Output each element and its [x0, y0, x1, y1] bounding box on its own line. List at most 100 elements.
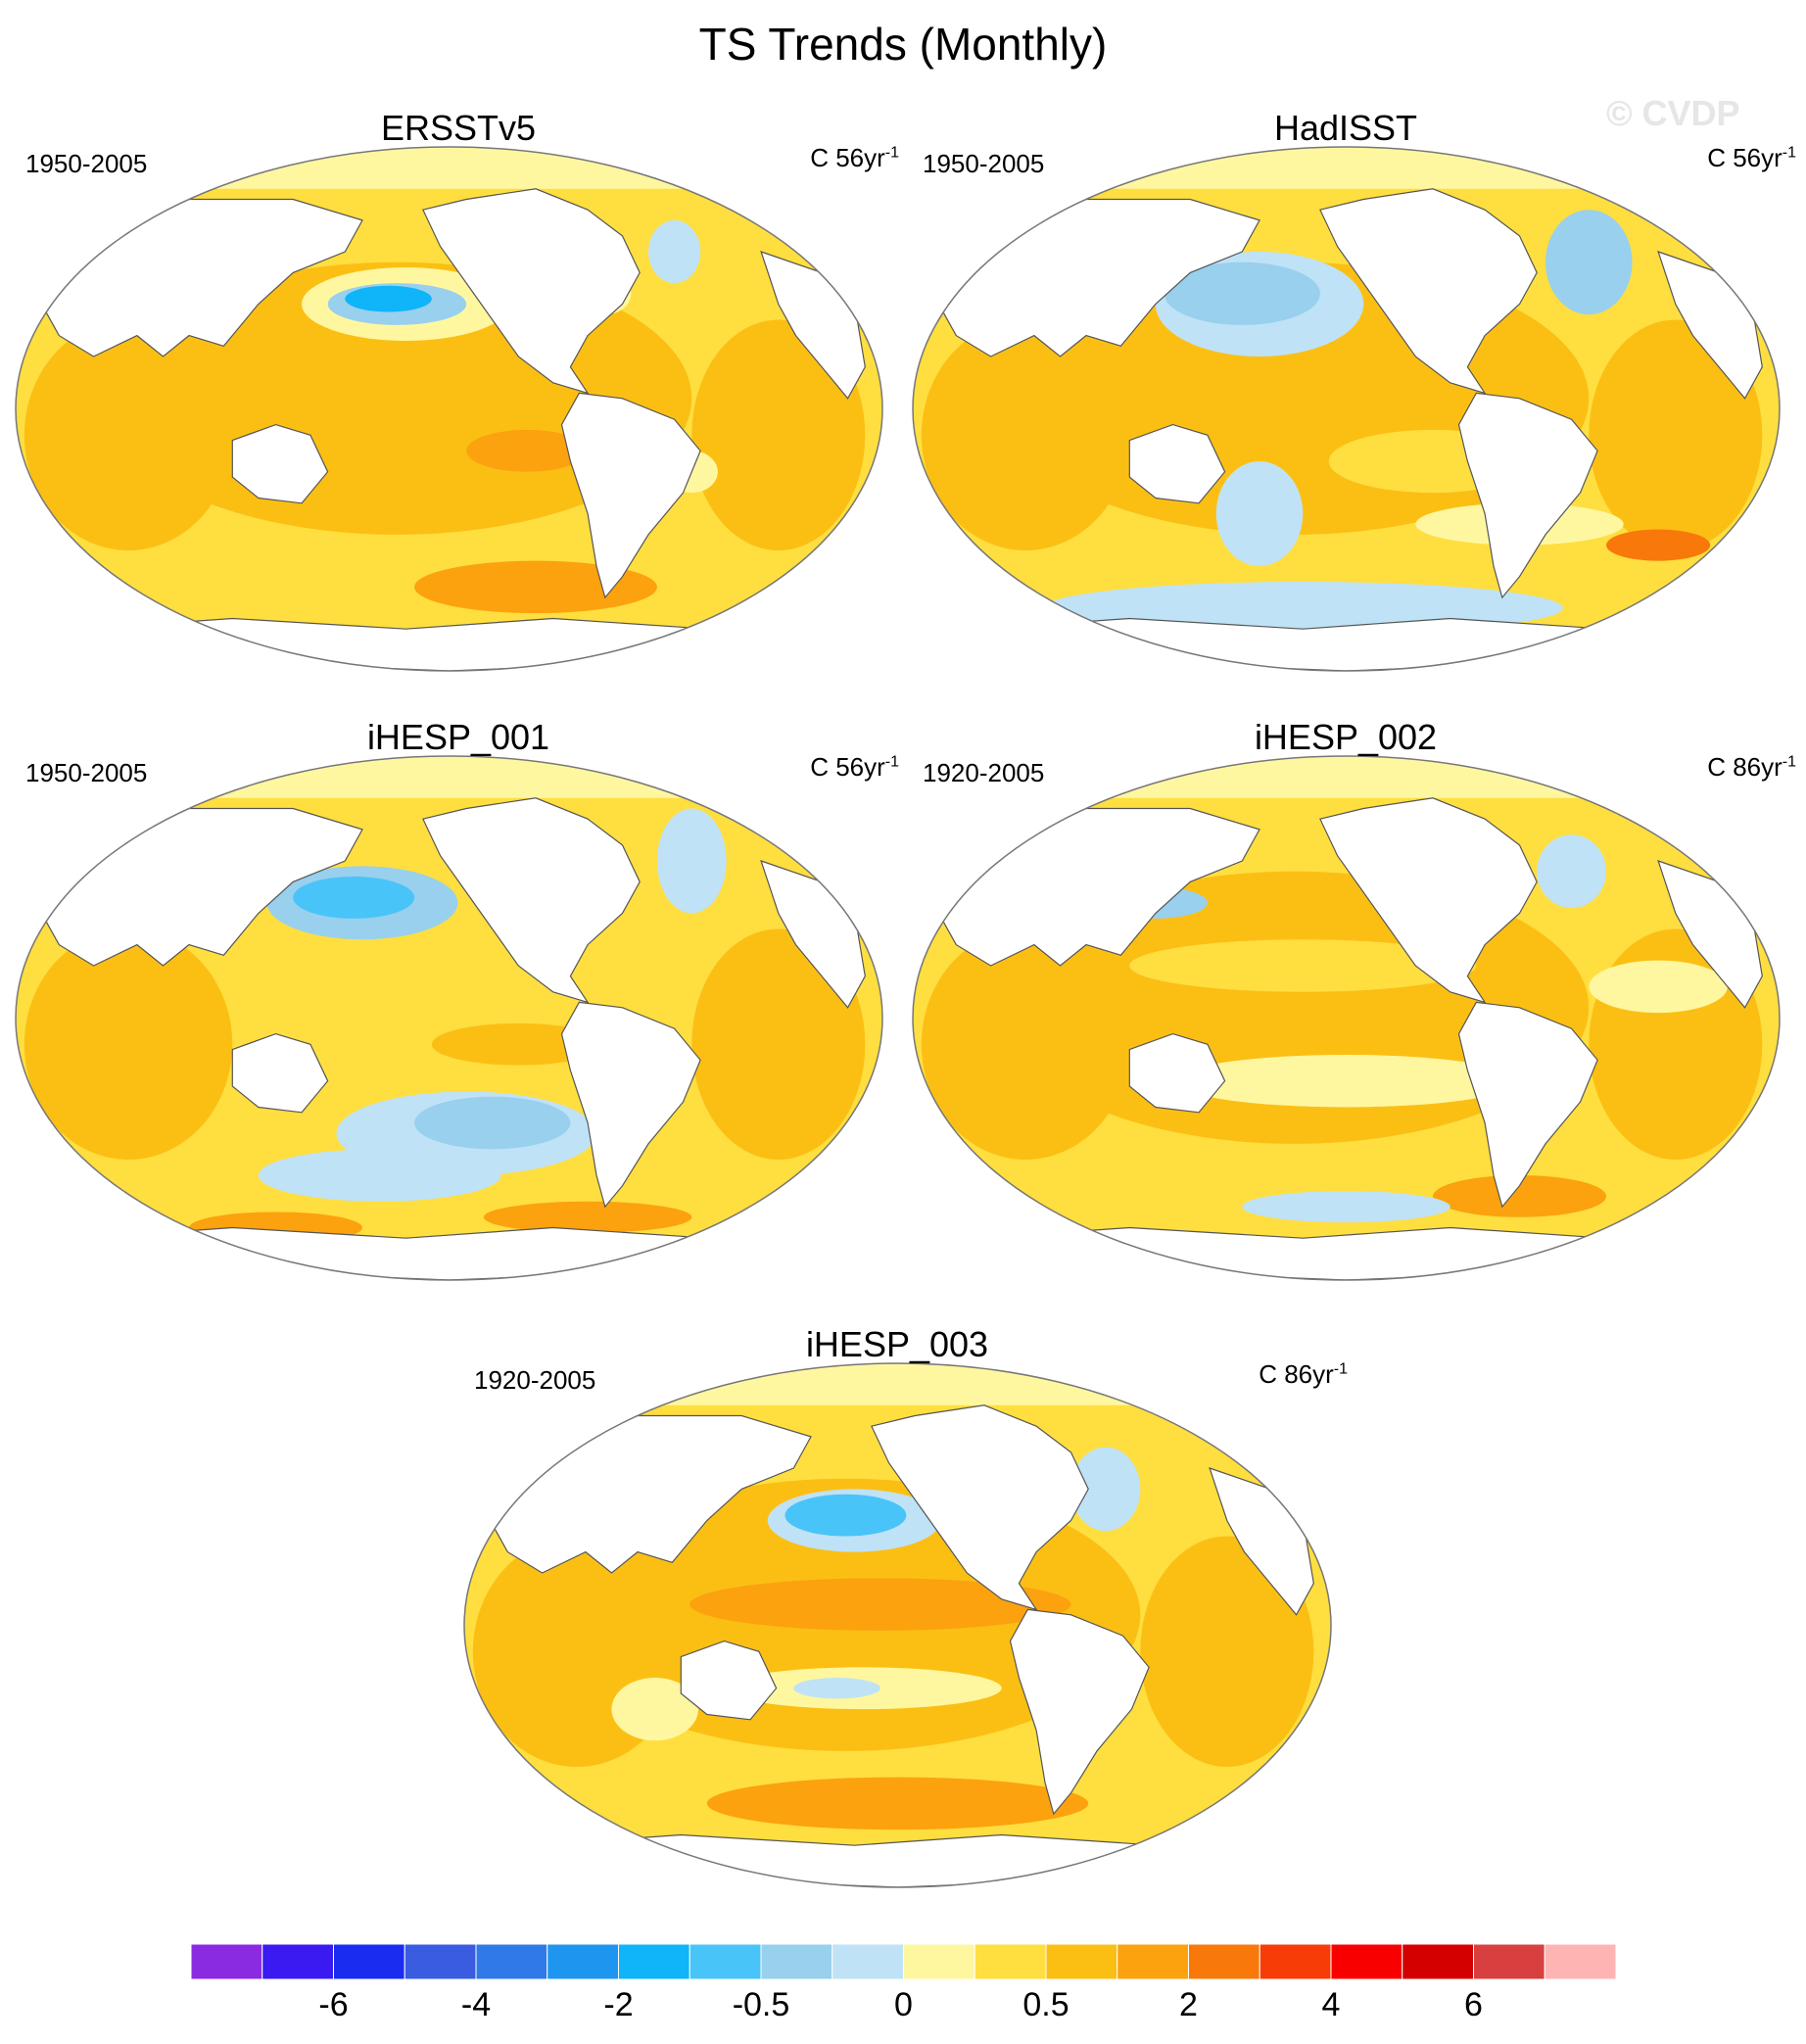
panel-period: 1920-2005: [474, 1365, 596, 1395]
colorbar-swatch: [547, 1943, 619, 1980]
trend-anomaly-region: [691, 319, 866, 550]
trend-anomaly-region: [921, 928, 1130, 1160]
map-outline: [15, 755, 883, 1281]
map-panel-hadisst: HadISST 1950-2005 C 56yr-1: [905, 108, 1796, 672]
world-map: [15, 755, 883, 1281]
trend-anomaly-region: [656, 808, 727, 914]
trend-anomaly-region: [1589, 960, 1728, 1014]
landmass-south-america: [560, 392, 701, 599]
landmass-north-america: [1319, 188, 1538, 395]
trend-anomaly-region: [24, 319, 233, 550]
colorbar-tick-label: 2: [1179, 1986, 1198, 2023]
trend-anomaly-region: [414, 1096, 571, 1150]
trend-anomaly-region: [1433, 1175, 1606, 1217]
trend-anomaly-region: [691, 928, 866, 1160]
trend-anomaly-region: [921, 319, 1130, 550]
trend-anomaly-region: [1172, 1054, 1520, 1108]
colorbar-tick-label: -4: [460, 1986, 492, 2023]
colorbar-swatch: [832, 1943, 904, 1980]
panel-title: HadISST: [1273, 108, 1418, 148]
colorbar-swatch: [1188, 1943, 1260, 1980]
map-outline: [15, 146, 883, 672]
map-outline: [912, 755, 1781, 1281]
colorbar-swatch: [261, 1943, 334, 1980]
colorbar-tick-label: -6: [318, 1986, 349, 2023]
colorbar-swatch: [618, 1943, 690, 1980]
colorbar: [190, 1943, 1617, 1980]
panel-title: iHESP_003: [805, 1324, 989, 1364]
map-outline: [463, 1362, 1332, 1888]
panel-period: 1950-2005: [25, 758, 148, 787]
landmass-south-america: [560, 1001, 701, 1209]
landmass-north-america: [422, 188, 641, 395]
trend-anomaly-region: [1545, 210, 1633, 315]
map-panel-ihesp-001: iHESP_001 1950-2005 C 56yr-1: [8, 717, 899, 1281]
map-panel-ihesp-002: iHESP_002 1920-2005 C 86yr-1: [905, 717, 1796, 1281]
world-map: [912, 755, 1781, 1281]
panel-period: 1920-2005: [923, 758, 1045, 787]
panel-period: 1950-2005: [923, 149, 1045, 178]
world-map: [463, 1362, 1332, 1888]
trend-anomaly-region: [706, 1777, 1089, 1830]
colorbar-swatch: [1045, 1943, 1118, 1980]
trend-anomaly-region: [293, 877, 415, 919]
landmass-south-america: [1009, 1608, 1150, 1816]
panel-units: C 86yr-1: [1707, 752, 1796, 782]
trend-anomaly-region: [1606, 529, 1711, 561]
colorbar-swatch: [689, 1943, 762, 1980]
trend-anomaly-region: [1589, 319, 1763, 550]
landmass-antarctica: [981, 1226, 1711, 1280]
panel-period: 1950-2005: [25, 149, 148, 178]
colorbar-tick-label: 0.5: [1022, 1986, 1069, 2023]
trend-anomaly-region: [648, 219, 701, 284]
colorbar-swatch: [1117, 1943, 1189, 1980]
trend-anomaly-region: [345, 285, 432, 312]
map-outline: [912, 146, 1781, 672]
colorbar-swatch: [974, 1943, 1047, 1980]
panel-title: ERSSTv5: [380, 108, 537, 148]
trend-anomaly-region: [793, 1678, 880, 1699]
colorbar-swatch: [333, 1943, 405, 1980]
colorbar-swatch: [190, 1943, 263, 1980]
trend-anomaly-region: [1129, 939, 1477, 992]
trend-anomaly-region: [689, 1578, 1071, 1631]
colorbar-tick-label: 0: [894, 1986, 913, 2023]
trend-anomaly-region: [483, 1201, 692, 1233]
landmass-australia: [231, 423, 329, 504]
landmass-antarctica: [84, 617, 814, 671]
colorbar-swatch: [1259, 1943, 1332, 1980]
colorbar-tick-label: 4: [1321, 1986, 1341, 2023]
panel-units: C 56yr-1: [810, 752, 899, 782]
colorbar-swatch: [1402, 1943, 1474, 1980]
colorbar-swatch: [760, 1943, 833, 1980]
panel-units: C 56yr-1: [810, 143, 899, 172]
map-panel-ersstv5: ERSSTv5 1950-2005 C 56yr-1: [8, 108, 899, 672]
trend-anomaly-region: [1140, 1536, 1314, 1767]
panel-units: C 86yr-1: [1259, 1359, 1348, 1389]
landmass-antarctica: [533, 1833, 1262, 1887]
trend-anomaly-region: [1164, 261, 1320, 325]
landmass-australia: [231, 1032, 329, 1114]
figure-title: TS Trends (Monthly): [698, 19, 1108, 70]
colorbar-swatch: [404, 1943, 477, 1980]
map-panel-ihesp-003: iHESP_003 1920-2005 C 86yr-1: [456, 1324, 1348, 1888]
world-map: [15, 146, 883, 672]
colorbar-swatch: [475, 1943, 548, 1980]
landmass-australia: [1128, 1032, 1226, 1114]
trend-anomaly-region: [414, 560, 657, 614]
landmass-north-america: [1319, 797, 1538, 1004]
trend-anomaly-region: [24, 928, 233, 1160]
landmass-south-america: [1457, 1001, 1598, 1209]
panel-units: C 56yr-1: [1707, 143, 1796, 172]
trend-anomaly-region: [611, 1678, 698, 1741]
landmass-antarctica: [84, 1226, 814, 1280]
trend-anomaly-region: [1070, 1447, 1141, 1532]
landmass-australia: [1128, 423, 1226, 504]
colorbar-tick-label: -2: [603, 1986, 634, 2023]
cvdp-watermark: © CVDP: [1606, 93, 1740, 133]
trend-anomaly-region: [784, 1494, 907, 1537]
landmass-south-america: [1457, 392, 1598, 599]
colorbar-swatch: [1330, 1943, 1403, 1980]
trend-anomaly-region: [206, 555, 380, 598]
trend-anomaly-region: [258, 1149, 501, 1202]
